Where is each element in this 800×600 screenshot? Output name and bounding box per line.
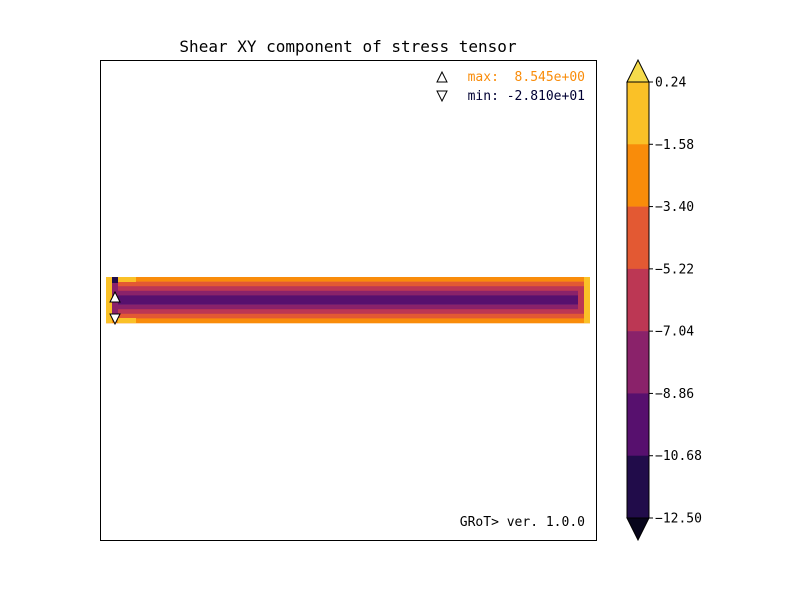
colorbar-tick-label: −10.68 [655,449,702,464]
stress-field [106,277,590,326]
beam-band [106,309,590,315]
colorbar-tick-label: −7.04 [655,325,694,340]
min-location-icon [109,313,121,326]
colorbar-band [627,82,649,145]
beam-right-edge [584,277,590,323]
colorbar-extend-min [626,517,650,542]
colorbar-extend-max [626,58,650,83]
colorbar-tick-label: −3.40 [655,200,694,215]
colorbar-frame [626,81,650,519]
max-label: max: 8.545e+00 [468,70,585,85]
colorbar-band [627,455,649,519]
colorbar-tick-label: −5.22 [655,262,694,277]
colorbar: 0.24 −1.58 −3.40 −5.22 −7.04 −8.86 −10.68 −12.5… [626,58,702,542]
colorbar-band [627,268,649,332]
beam-band [106,277,590,282]
colorbar-tick-label: −8.86 [655,387,694,402]
beam-band [106,318,590,324]
beam-top-left-cell [118,277,136,282]
chart-title: Shear XY component of stress tensor [179,37,517,56]
beam-right-core [578,287,584,313]
min-label: min: -2.810e+01 [468,89,585,104]
beam-band [106,286,590,292]
max-location-icon [109,290,121,303]
max-marker-icon [436,70,448,83]
colorbar-tick-label: −12.50 [655,512,702,527]
min-marker-icon [436,90,448,103]
beam-left-edge [106,277,112,323]
beam-band [106,300,590,305]
colorbar-band [627,206,649,270]
beam-band [106,281,590,287]
beam-bottom-left-cell [118,318,136,323]
beam-band [106,290,590,296]
beam-corner-cell [112,277,118,283]
colorbar-band [627,393,649,457]
beam-band [106,295,590,301]
colorbar-band [627,331,649,394]
version-label: GRoT> ver. 1.0.0 [460,515,585,530]
beam-band [106,304,590,310]
beam-band [106,313,590,319]
colorbar-tick-label: 0.24 [655,76,686,91]
colorbar-tick-label: −1.58 [655,138,694,153]
colorbar-band [627,144,649,207]
